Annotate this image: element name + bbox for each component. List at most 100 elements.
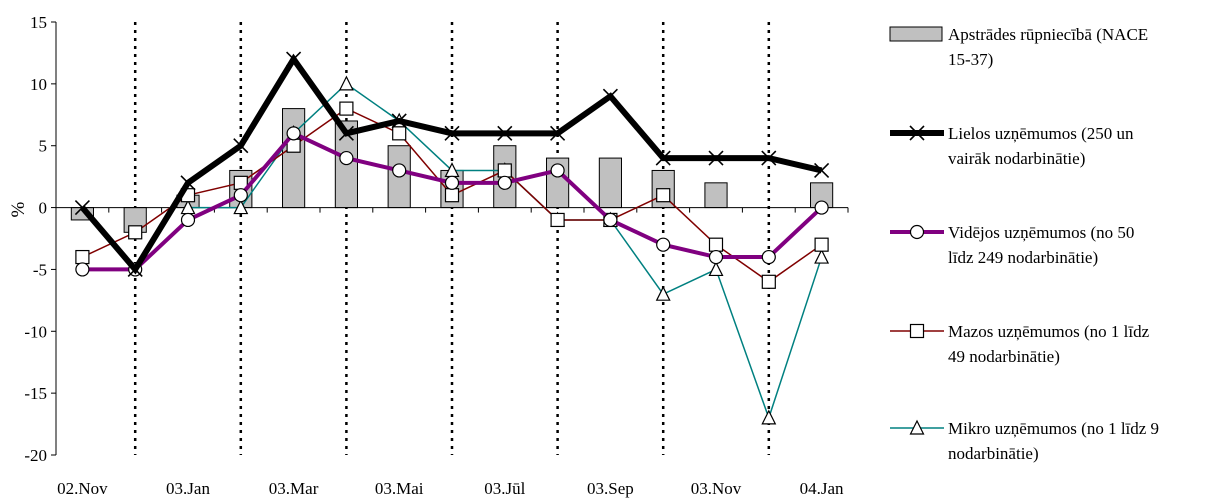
y-tick-label: -20 xyxy=(24,446,47,465)
legend-swatch-bar xyxy=(889,26,943,42)
marker-stroke xyxy=(391,113,407,129)
point-marker-circle xyxy=(444,175,460,190)
legend-label: 49 nodarbinātie) xyxy=(948,347,1060,366)
point-marker-triangle xyxy=(708,261,724,277)
legend-item: Lielos uzņēmumos (250 un vairāk nodarbinā… xyxy=(890,124,1134,168)
point-marker-x xyxy=(180,175,196,191)
point-marker-circle xyxy=(656,237,671,252)
point-marker-circle xyxy=(708,249,724,265)
legend-item: Vidējos uzņēmumos (no 50 līdz 249 nodarbi… xyxy=(890,223,1134,267)
y-tick-label: 5 xyxy=(39,137,48,156)
y-tick-label: 15 xyxy=(30,13,47,32)
point-marker-square xyxy=(497,163,512,178)
point-marker-square xyxy=(550,212,565,228)
legend-label: Mikro uzņēmumos (no 1 līdz 9 xyxy=(948,419,1159,438)
point-marker-circle xyxy=(761,249,776,265)
y-axis-label: % xyxy=(8,201,29,217)
y-tick-label: 0 xyxy=(39,199,48,218)
point-marker-square xyxy=(444,188,460,203)
marker-stroke xyxy=(444,125,460,141)
marker-stroke xyxy=(127,261,143,277)
point-marker-x xyxy=(286,51,302,67)
point-marker-circle xyxy=(233,188,248,203)
point-marker-x xyxy=(761,150,777,166)
marker-stroke xyxy=(909,125,925,141)
point-marker-x xyxy=(909,125,925,141)
x-tick-label: 03.Mar xyxy=(269,479,319,498)
point-marker-x xyxy=(708,150,724,166)
series-square xyxy=(75,101,829,289)
y-tick-label: 10 xyxy=(30,75,47,94)
series-triangle xyxy=(180,75,830,425)
y-tick-label: -10 xyxy=(24,322,47,341)
x-tick-label: 03.Mai xyxy=(375,479,424,498)
point-marker-triangle xyxy=(814,248,830,264)
point-marker-x xyxy=(602,88,618,104)
marker-stroke xyxy=(708,150,724,166)
point-marker-circle xyxy=(392,163,407,178)
point-marker-triangle xyxy=(233,199,249,215)
point-marker-square xyxy=(128,225,143,240)
x-tick-label: 02.Nov xyxy=(57,479,108,498)
bar xyxy=(704,182,728,209)
point-marker-x xyxy=(550,125,566,141)
marker-stroke xyxy=(180,175,196,191)
x-tick-label: 03.Jūl xyxy=(484,479,525,498)
legend-item: Mikro uzņēmumos (no 1 līdz 9 nodarbinātie… xyxy=(890,419,1159,463)
marker-stroke xyxy=(233,138,249,154)
legend-item: Apstrādes rūpniecībā (NACE 15-37) xyxy=(889,25,1148,69)
x-tick-label: 03.Sep xyxy=(587,479,634,498)
marker-stroke xyxy=(286,51,302,67)
marker-stroke xyxy=(761,150,777,166)
point-marker-circle xyxy=(497,175,512,190)
point-marker-x xyxy=(497,125,513,141)
point-marker-triangle xyxy=(655,285,671,301)
bar xyxy=(598,157,622,209)
marker-stroke xyxy=(74,200,90,216)
point-marker-circle xyxy=(75,262,90,277)
point-marker-square xyxy=(708,237,724,252)
legend-label: nodarbinātie) xyxy=(948,444,1039,463)
point-marker-circle xyxy=(339,150,354,166)
point-marker-x xyxy=(338,125,354,141)
legend-label: Vidējos uzņēmumos (no 50 xyxy=(948,223,1134,242)
x-tick-label: 03.Jan xyxy=(166,479,210,498)
series-x xyxy=(74,51,830,277)
point-marker-x xyxy=(233,138,249,154)
point-marker-circle xyxy=(550,163,565,178)
point-marker-circle xyxy=(909,224,925,240)
point-marker-triangle xyxy=(761,409,777,425)
marker-stroke xyxy=(602,88,618,104)
legend-item: Mazos uzņēmumos (no 1 līdz 49 nodarbināti… xyxy=(890,322,1150,366)
marker-stroke xyxy=(550,125,566,141)
marker-stroke xyxy=(497,125,513,141)
point-marker-x xyxy=(655,150,671,166)
point-marker-square xyxy=(909,323,925,339)
legend-label: Lielos uzņēmumos (250 un xyxy=(948,124,1134,143)
bar xyxy=(282,108,306,209)
point-marker-square xyxy=(392,126,407,141)
point-marker-circle xyxy=(180,212,196,228)
x-tick-label: 03.Nov xyxy=(691,479,742,498)
marker-stroke xyxy=(338,125,354,141)
marker-stroke xyxy=(814,162,830,179)
point-marker-circle xyxy=(603,212,618,228)
legend-label: vairāk nodarbinātie) xyxy=(948,149,1085,168)
point-marker-x xyxy=(391,113,407,129)
marker-stroke xyxy=(655,150,671,166)
point-marker-x xyxy=(127,261,143,277)
legend-label: līdz 249 nodarbinātie) xyxy=(948,248,1098,267)
point-marker-x xyxy=(814,162,830,179)
point-marker-square xyxy=(75,249,90,265)
legend-label: Apstrādes rūpniecībā (NACE xyxy=(948,25,1148,44)
point-marker-x xyxy=(444,125,460,141)
point-marker-triangle xyxy=(338,75,354,91)
point-marker-square xyxy=(339,101,354,116)
point-marker-circle xyxy=(814,200,829,215)
y-tick-label: -5 xyxy=(33,260,47,279)
point-marker-triangle xyxy=(909,419,925,435)
point-marker-square xyxy=(761,274,776,289)
point-marker-circle xyxy=(286,126,301,141)
